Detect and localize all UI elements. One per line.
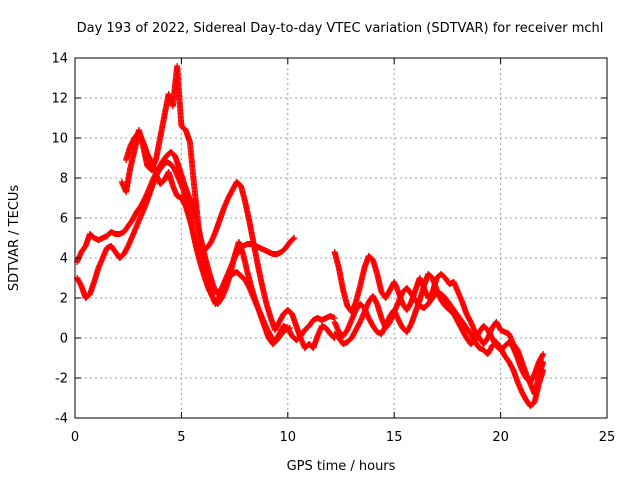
x-tick-label: 10 [280, 430, 297, 445]
y-tick-label: 8 [60, 172, 68, 187]
y-tick-label: 14 [51, 52, 68, 67]
y-tick-label: 12 [51, 92, 68, 107]
y-tick-label: 4 [60, 252, 68, 267]
y-tick-label: 2 [60, 292, 68, 307]
x-tick-label: 20 [492, 430, 509, 445]
y-tick-label: -2 [55, 372, 68, 387]
x-tick-label: 0 [71, 430, 79, 445]
chart-title: Day 193 of 2022, Sidereal Day-to-day VTE… [77, 21, 604, 36]
y-tick-label: 10 [51, 132, 68, 147]
x-axis-title: GPS time / hours [287, 459, 396, 474]
axis-ticks: 0 5 10 15 20 25 -4 -2 0 2 4 6 8 10 12 14 [51, 52, 615, 446]
plot-frame [74, 57, 608, 419]
track-1-point [291, 235, 298, 241]
track-7-point [540, 351, 547, 357]
grid-lines [75, 58, 607, 418]
x-tick-label: 5 [177, 430, 185, 445]
y-tick-label: -4 [55, 412, 68, 427]
y-axis-title: SDTVAR / TECUs [7, 185, 22, 292]
data-points [74, 63, 547, 409]
x-tick-label: 15 [386, 430, 403, 445]
y-tick-label: 6 [60, 212, 68, 227]
x-tick-label: 25 [599, 430, 616, 445]
track-6-point [540, 367, 547, 373]
track-1-sample [290, 235, 297, 242]
y-tick-label: 0 [60, 332, 68, 347]
